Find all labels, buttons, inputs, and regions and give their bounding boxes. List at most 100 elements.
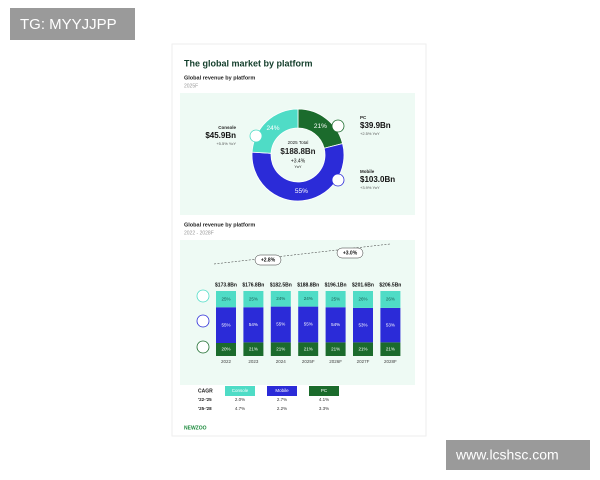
category-growth: +3.9% YoY xyxy=(360,185,380,190)
segment-label: 21% xyxy=(386,346,395,351)
icon xyxy=(196,340,210,354)
center-label: 2025 Total xyxy=(288,140,309,145)
bar-segment xyxy=(380,291,401,308)
watermark: www.lcshsc.com xyxy=(455,447,559,463)
segment-label: 26% xyxy=(386,297,395,302)
x-tick-label: 2028F xyxy=(384,359,397,364)
cagr-cell: 4.1% xyxy=(319,397,329,402)
segment-label: 25% xyxy=(249,296,258,301)
bar-segment xyxy=(353,307,373,343)
total-label: $196.1Bn xyxy=(325,282,347,288)
total-label: $188.8Bn xyxy=(297,282,319,288)
cagr-header-label: PC xyxy=(321,388,328,393)
category-amount: $45.9Bn xyxy=(205,131,236,140)
x-tick-label: 2022 xyxy=(221,359,232,364)
segment-label: 21% xyxy=(314,123,327,130)
bar-segment xyxy=(325,342,346,356)
bar-segment xyxy=(353,291,373,308)
bar-segment xyxy=(216,291,236,308)
cagr-row-label: '25-'28 xyxy=(198,406,212,411)
bar-segment xyxy=(270,342,291,356)
icon xyxy=(249,129,263,143)
total-label: $176.8Bn xyxy=(242,282,264,288)
bar-segment xyxy=(216,343,236,356)
segment-label: 55% xyxy=(221,322,230,327)
bar-segment xyxy=(298,342,319,356)
segment-label: 21% xyxy=(304,346,313,351)
chart-title: Global revenue by platform xyxy=(184,75,255,81)
watermark: TG: MYYJJPP xyxy=(20,16,117,33)
category-growth: +2.5% YoY xyxy=(360,131,380,136)
category-amount: $103.0Bn xyxy=(360,175,395,184)
total-label: $182.5Bn xyxy=(270,282,292,288)
annotation-pill xyxy=(254,254,282,266)
trend-line xyxy=(213,243,391,265)
segment-label: 55% xyxy=(276,322,285,327)
cagr-cell: 3.3% xyxy=(319,406,329,411)
cagr-header xyxy=(267,386,297,396)
cagr-title: CAGR xyxy=(198,388,213,394)
total-label: $201.6Bn xyxy=(352,282,374,288)
bar-segment xyxy=(270,291,291,307)
segment-label: 20% xyxy=(221,347,230,352)
icon xyxy=(196,314,210,328)
bar-segment xyxy=(270,306,291,343)
icon xyxy=(331,173,345,187)
cagr-row-label: '22-'25 xyxy=(198,397,212,402)
segment-label: 54% xyxy=(249,322,258,327)
annotation: +2.8% xyxy=(261,257,276,263)
chart-subtitle: 2025F xyxy=(184,83,198,89)
x-tick-label: 2027F xyxy=(357,359,370,364)
annotation: +3.0% xyxy=(343,250,358,256)
center-label: YoY xyxy=(294,164,302,169)
segment-label: 55% xyxy=(304,322,313,327)
segment-label: 25% xyxy=(331,296,340,301)
cagr-header xyxy=(309,386,339,396)
donut-segment xyxy=(251,143,345,202)
segment-label: 53% xyxy=(358,322,367,327)
cagr-cell: 2.2% xyxy=(277,406,287,411)
bar-segment xyxy=(325,307,346,343)
cagr-header-label: Console xyxy=(232,388,249,393)
x-tick-label: 2025F xyxy=(302,359,315,364)
bar-segment xyxy=(353,342,373,356)
segment-label: 25% xyxy=(221,296,230,301)
category-amount: $39.9Bn xyxy=(360,121,391,130)
icon xyxy=(196,289,210,303)
segment-label: 21% xyxy=(249,346,258,351)
cagr-header-label: Mobile xyxy=(275,388,289,393)
cagr-cell: 2.7% xyxy=(277,397,287,402)
segment-label: 26% xyxy=(358,297,367,302)
category-name: PC xyxy=(360,115,367,120)
bar-segment xyxy=(325,291,346,308)
chart-title: Global revenue by platform xyxy=(184,222,255,228)
total-label: $206.5Bn xyxy=(379,282,401,288)
segment-label: 53% xyxy=(386,322,395,327)
segment-label: 24% xyxy=(267,125,280,132)
segment-label: 24% xyxy=(276,296,285,301)
footer-brand: NEWZOO xyxy=(184,425,207,431)
bar-segment xyxy=(380,307,401,343)
page-title: The global market by platform xyxy=(184,58,313,68)
bar-segment xyxy=(243,291,264,308)
segment-label: 24% xyxy=(304,296,313,301)
x-tick-label: 2024 xyxy=(276,359,287,364)
bar-segment xyxy=(298,306,319,343)
category-name: Mobile xyxy=(360,169,375,174)
panel xyxy=(180,240,415,385)
watermark-box xyxy=(10,8,135,40)
x-tick-label: 2026F xyxy=(329,359,342,364)
cagr-cell: 4.7% xyxy=(235,406,245,411)
center-label: +3.4% xyxy=(291,158,306,164)
segment-label: 21% xyxy=(358,346,367,351)
bar-segment xyxy=(243,307,264,343)
segment-label: 21% xyxy=(276,346,285,351)
category-growth: +5.5% YoY xyxy=(216,141,236,146)
segment-label: 54% xyxy=(331,322,340,327)
center-label: $188.8Bn xyxy=(280,147,315,156)
cagr-header xyxy=(225,386,255,396)
total-label: $173.8Bn xyxy=(215,282,237,288)
x-tick-label: 2023 xyxy=(248,359,259,364)
cagr-cell: 2.0% xyxy=(235,397,245,402)
